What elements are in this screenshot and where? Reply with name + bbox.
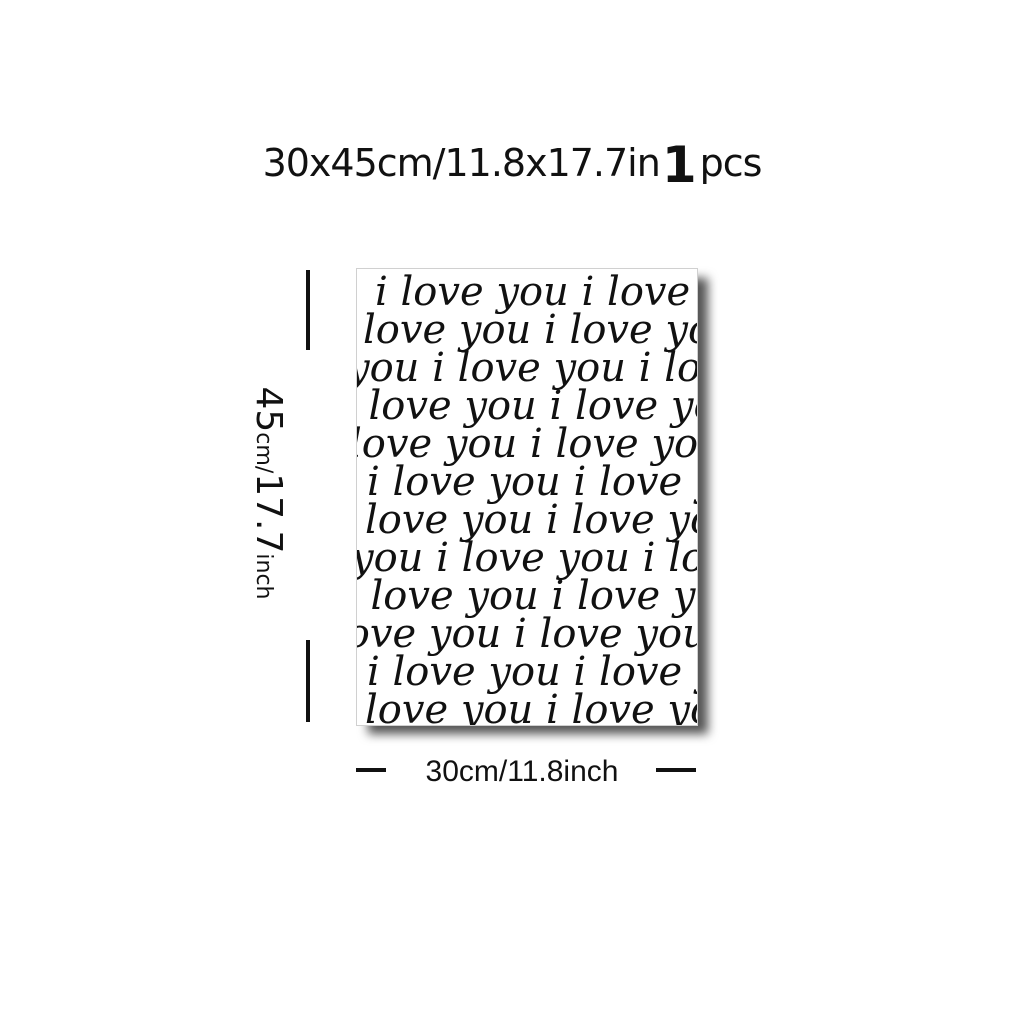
quantity-number: 1 xyxy=(661,136,697,194)
pattern-line: i love you i love you xyxy=(367,649,697,695)
width-dimension-line-left xyxy=(356,768,386,772)
poster-image: i love you i love you love you i love yo… xyxy=(356,268,698,726)
pattern-line: love you i love you i xyxy=(363,307,697,353)
height-unit-inch: inch xyxy=(251,553,276,600)
size-text: 30x45cm/11.8x17.7in xyxy=(262,141,661,185)
height-number: 45 xyxy=(248,386,289,433)
pattern-line: you i love you i love xyxy=(357,535,697,581)
pattern-line: i love you i love you xyxy=(357,573,697,619)
width-dimension-label: 30cm/11.8inch xyxy=(425,755,619,788)
pattern-line: love you i love you i xyxy=(365,497,697,543)
height-dimension-line-bottom xyxy=(306,640,310,722)
pattern-line: i love you i love you xyxy=(367,459,697,505)
quantity-unit: pcs xyxy=(699,141,763,185)
pattern-line: love you i love you i xyxy=(357,421,697,467)
width-dimension-line-right xyxy=(656,768,696,772)
pattern-line: you i love you i love xyxy=(357,345,697,391)
pattern-line: i love you i love you xyxy=(357,383,697,429)
height-dimension-line-top xyxy=(306,270,310,350)
script-pattern: i love you i love you love you i love yo… xyxy=(357,269,697,725)
pattern-line: love you i love you i xyxy=(365,687,697,725)
height-dimension-label: 45cm/17.7inch xyxy=(248,343,289,643)
height-number-inch: 17.7 xyxy=(248,473,289,554)
pattern-line: i love you i love you xyxy=(375,269,697,315)
pattern-line: love you i love you i xyxy=(357,611,697,657)
height-unit-cm: cm/ xyxy=(251,432,276,474)
product-size-title: 30x45cm/11.8x17.7in1 pcs xyxy=(0,138,1024,190)
